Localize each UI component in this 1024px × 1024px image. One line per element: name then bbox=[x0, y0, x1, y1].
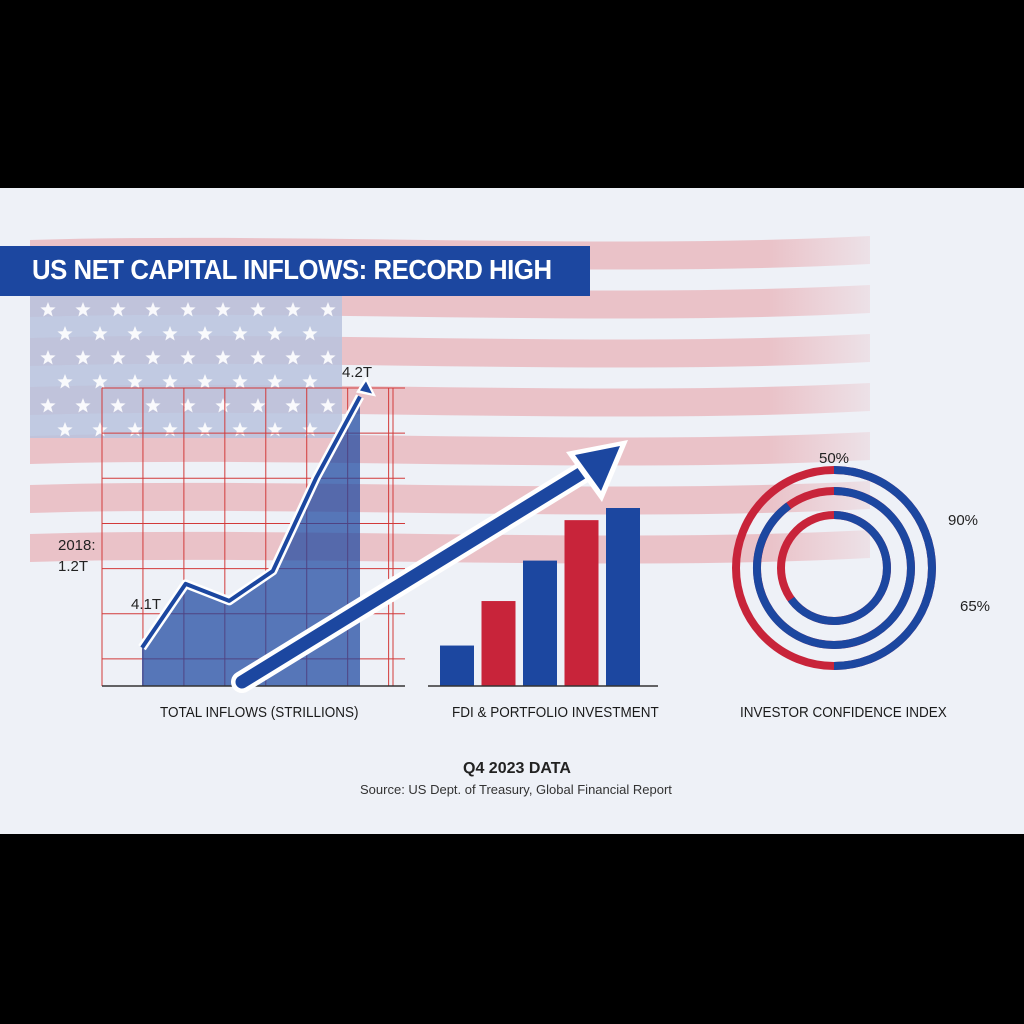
trend-arrowhead bbox=[575, 446, 620, 491]
ring-arc bbox=[787, 511, 891, 625]
charts-canvas bbox=[101, 376, 936, 693]
bar bbox=[606, 508, 640, 686]
page-title: US NET CAPITAL INFLOWS: RECORD HIGH bbox=[32, 254, 552, 285]
annotation-2018: 2018: bbox=[58, 537, 96, 554]
caption-confidence: INVESTOR CONFIDENCE INDEX bbox=[740, 704, 947, 721]
ring-label-middle: 90% bbox=[948, 512, 979, 529]
arrowhead bbox=[360, 381, 372, 394]
fdi-bar-chart bbox=[231, 440, 658, 693]
caption-fdi: FDI & PORTFOLIO INVESTMENT bbox=[452, 704, 659, 721]
infographic: US NET CAPITAL INFLOWS: RECORD HIGH 2018… bbox=[0, 188, 1024, 834]
bar bbox=[564, 520, 599, 686]
bar bbox=[440, 645, 474, 686]
total-inflows-chart bbox=[101, 376, 405, 687]
line-series bbox=[140, 395, 362, 649]
trend-arrow-shaft bbox=[235, 461, 597, 689]
title-banner: US NET CAPITAL INFLOWS: RECORD HIGH bbox=[0, 246, 590, 296]
area-fill bbox=[142, 396, 360, 686]
annotation-1-2t: 1.2T bbox=[58, 558, 89, 575]
bar bbox=[481, 601, 516, 686]
footer-source: Source: US Dept. of Treasury, Global Fin… bbox=[360, 782, 672, 797]
ring-arc bbox=[752, 487, 915, 649]
caption-total-inflows: TOTAL INFLOWS (STRILLIONS) bbox=[160, 704, 359, 721]
ring-arc bbox=[833, 466, 936, 670]
annotation-4-1t: 4.1T bbox=[131, 596, 162, 613]
confidence-ring-chart bbox=[732, 466, 936, 670]
footer-period: Q4 2023 DATA bbox=[463, 760, 571, 777]
ring-label-outer: 50% bbox=[819, 450, 850, 467]
annotation-4-2t: 4.2T bbox=[342, 364, 373, 381]
bar bbox=[523, 560, 557, 686]
ring-label-inner: 65% bbox=[960, 598, 991, 615]
